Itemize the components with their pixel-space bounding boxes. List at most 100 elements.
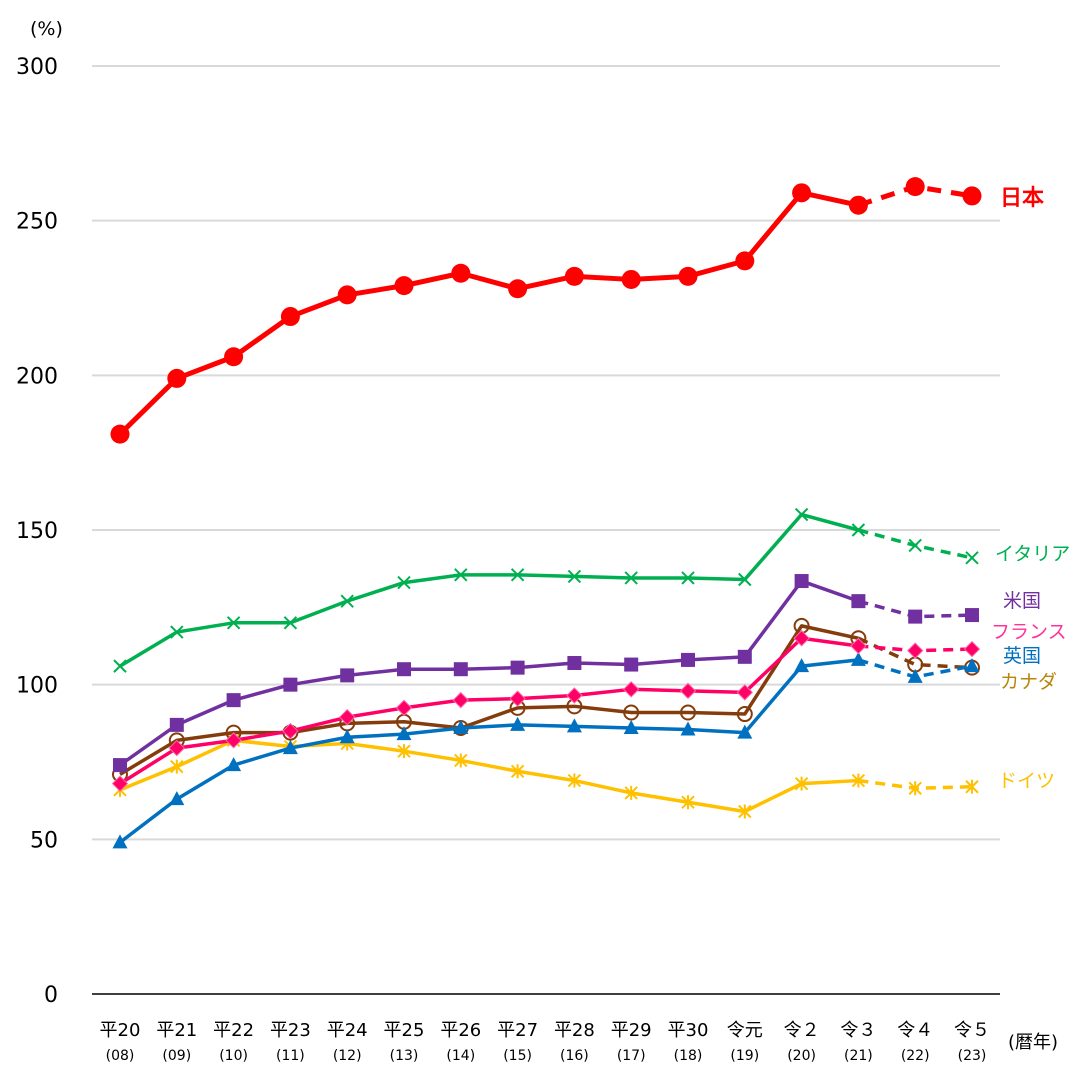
x-tick-label: 平23 <box>270 1020 311 1041</box>
data-point <box>848 195 868 215</box>
x-tick-year-label: (20) <box>787 1048 816 1064</box>
data-point <box>111 775 129 792</box>
data-point <box>908 781 922 796</box>
x-tick-label: 令５ <box>954 1020 990 1041</box>
data-point <box>282 740 298 755</box>
data-point <box>965 779 979 794</box>
data-point <box>113 659 127 673</box>
series-line-projected <box>857 528 973 560</box>
y-tick-label: 300 <box>16 55 58 80</box>
data-point <box>339 729 355 744</box>
y-tick-label: 150 <box>16 519 58 544</box>
x-tick-label: 平26 <box>440 1020 481 1041</box>
data-point <box>624 571 638 585</box>
x-axis-ticks: 平20 (08) 平21 (09) 平22 (10) 平23 (11) 平24 (12) 平25 (1… <box>100 1020 990 1064</box>
x-tick-year-label: (17) <box>617 1048 646 1064</box>
data-point <box>908 609 923 624</box>
y-tick-label: 100 <box>16 674 58 699</box>
data-point <box>564 266 584 286</box>
series-line-solid <box>118 190 859 436</box>
x-tick-label: 平22 <box>213 1020 254 1041</box>
data-point <box>454 753 468 768</box>
data-point <box>397 744 411 759</box>
data-point <box>737 724 753 739</box>
data-point <box>397 575 411 590</box>
series-label: 日本 <box>1000 186 1044 211</box>
data-point <box>169 717 184 732</box>
x-tick-label: 令４ <box>897 1020 933 1041</box>
data-point <box>397 662 411 677</box>
data-point <box>168 739 186 757</box>
y-axis-unit-label: (%) <box>30 18 63 40</box>
series-line-solid <box>119 512 859 668</box>
data-point <box>963 640 981 658</box>
data-point <box>567 656 582 671</box>
x-tick-year-label: (18) <box>674 1048 703 1064</box>
x-tick-year-label: (22) <box>901 1048 930 1064</box>
data-point <box>340 594 354 608</box>
y-tick-label: 0 <box>44 983 58 1008</box>
data-point <box>622 681 640 698</box>
data-point <box>908 538 922 553</box>
series-line-solid <box>119 738 859 814</box>
data-point <box>170 759 184 774</box>
data-point <box>964 658 980 673</box>
x-tick-year-label: (16) <box>560 1048 589 1064</box>
series-日本 <box>110 177 982 444</box>
series-line-solid <box>118 658 859 844</box>
series-英国 <box>112 651 980 849</box>
data-point <box>452 691 470 709</box>
series-米国 <box>113 574 979 773</box>
series-label: イタリア <box>995 543 1070 565</box>
data-point <box>567 569 582 584</box>
series-label: カナダ <box>1000 671 1057 693</box>
y-tick-label: 50 <box>30 828 58 853</box>
data-point <box>851 773 866 788</box>
data-point <box>851 523 866 537</box>
y-axis-ticks: 0 50 100 150 200 250 300 <box>16 55 58 1008</box>
data-point <box>678 266 698 286</box>
data-point <box>396 726 412 741</box>
data-point <box>169 791 185 806</box>
series-label: ドイツ <box>998 770 1055 792</box>
y-tick-label: 250 <box>16 210 58 235</box>
x-axis-unit-label: (暦年) <box>1008 1032 1058 1053</box>
data-point <box>510 660 525 675</box>
data-point <box>110 424 130 444</box>
data-point <box>738 572 752 587</box>
data-point <box>340 668 355 683</box>
data-point <box>736 684 754 701</box>
data-point <box>794 658 810 673</box>
data-point <box>965 608 979 623</box>
data-point <box>905 177 925 197</box>
data-point <box>394 276 414 296</box>
data-point <box>794 507 809 522</box>
data-point <box>395 699 413 717</box>
data-point <box>680 721 696 736</box>
data-point <box>965 551 979 565</box>
x-tick-year-label: (15) <box>503 1048 532 1064</box>
data-point <box>623 719 639 734</box>
data-point <box>681 571 695 585</box>
x-tick-label: 平30 <box>668 1020 709 1041</box>
data-point <box>850 651 866 666</box>
data-point <box>280 307 300 327</box>
data-point <box>566 718 582 733</box>
data-point <box>170 625 184 639</box>
data-point <box>113 758 127 773</box>
data-point <box>794 776 809 791</box>
data-point <box>510 716 526 731</box>
x-tick-year-label: (08) <box>106 1048 135 1064</box>
data-point <box>680 704 696 721</box>
gridlines <box>92 65 1000 995</box>
data-point <box>451 263 471 283</box>
data-point <box>679 682 697 700</box>
x-tick-year-label: (19) <box>730 1048 759 1064</box>
data-point <box>338 708 356 726</box>
series-label: フランス <box>991 621 1067 643</box>
x-tick-year-label: (10) <box>219 1048 248 1064</box>
data-point <box>226 693 241 708</box>
series-label: 英国 <box>1003 645 1041 667</box>
x-tick-label: 平25 <box>384 1020 425 1041</box>
data-point <box>621 269 641 289</box>
